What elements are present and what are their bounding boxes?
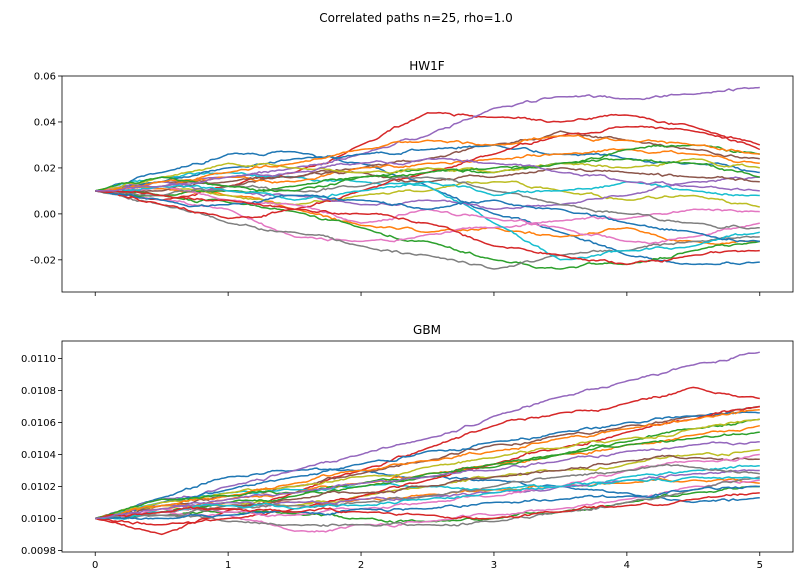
gbm-series-line-22 [95,408,760,520]
gbm-y-tick-label-5: 0.0108 [21,386,56,397]
gbm-x-tick-label-1: 1 [225,560,231,571]
hw1f-series-line-5 [95,86,760,195]
hw1f-series-line-8 [95,190,760,270]
hw1f-y-tick-label-3: 0.04 [34,117,56,128]
gbm-series-line-16 [95,454,760,520]
hw1f-series-line-25 [95,157,760,192]
gbm-y-tick-label-4: 0.0106 [21,418,56,429]
series-group-gbm [94,351,760,536]
hw1f-y-tick-label-4: 0.06 [34,72,56,83]
gbm-series-line-23 [94,431,760,520]
gbm-series-line-25 [95,440,760,520]
gbm-y-tick-label-2: 0.0102 [21,482,56,493]
hw1f-y-tick-label-1: 0.00 [34,209,56,220]
gbm-series-line-8 [95,476,760,527]
hw1f-series-line-22 [95,134,760,192]
hw1f-series-line-23 [95,157,760,193]
gbm-x-tick-label-2: 2 [358,560,364,571]
gbm-series-line-4 [94,386,760,536]
gbm-x-tick-label-3: 3 [491,560,497,571]
panel-title-gbm: GBM [413,323,441,337]
gbm-x-tick-label-5: 5 [757,560,763,571]
hw1f-series-line-9 [95,180,760,208]
gbm-y-tick-label-3: 0.0104 [21,450,56,461]
panel-gbm: GBM 0 1 2 3 4 5 0.0098 0.0100 0.0102 0.0104 0.0106… [21,323,794,571]
gbm-series-line-11 [95,411,760,520]
gbm-y-tick-label-0: 0.0098 [21,546,56,557]
series-group-hw1f [95,86,761,270]
gbm-series-line-20 [95,476,760,520]
gbm-y-tick-label-6: 0.0110 [21,354,56,365]
gbm-series-line-21 [95,485,760,520]
gbm-series-line-14 [95,405,760,526]
gbm-x-tick-label-0: 0 [92,560,98,571]
figure-suptitle: Correlated paths n=25, rho=1.0 [319,11,512,25]
hw1f-series-line-24 [95,190,760,266]
hw1f-y-tick-label-0: -0.02 [30,255,56,266]
axes-frame-gbm [61,340,794,553]
hw1f-series-line-21 [95,190,760,243]
gbm-series-line-18 [95,463,760,520]
hw1f-series-line-19 [95,157,760,192]
hw1f-series-line-18 [95,176,760,230]
panel-title-hw1f: HW1F [409,59,445,73]
hw1f-series-line-11 [95,144,760,192]
gbm-x-tick-label-4: 4 [624,560,630,571]
panel-hw1f: HW1F -0.02 0.00 0.02 0.04 0.06 [30,59,794,296]
ticks-hw1f: -0.02 0.00 0.02 0.04 0.06 [30,72,761,296]
hw1f-series-line-10 [95,171,760,261]
gbm-series-line-24 [95,492,760,520]
hw1f-y-tick-label-2: 0.02 [34,163,56,174]
ticks-gbm: 0 1 2 3 4 5 0.0098 0.0100 0.0102 0.0104 0.0106 0.01… [21,354,763,571]
axes-frame-hw1f [61,75,794,293]
gbm-y-tick-label-1: 0.0100 [21,514,56,525]
